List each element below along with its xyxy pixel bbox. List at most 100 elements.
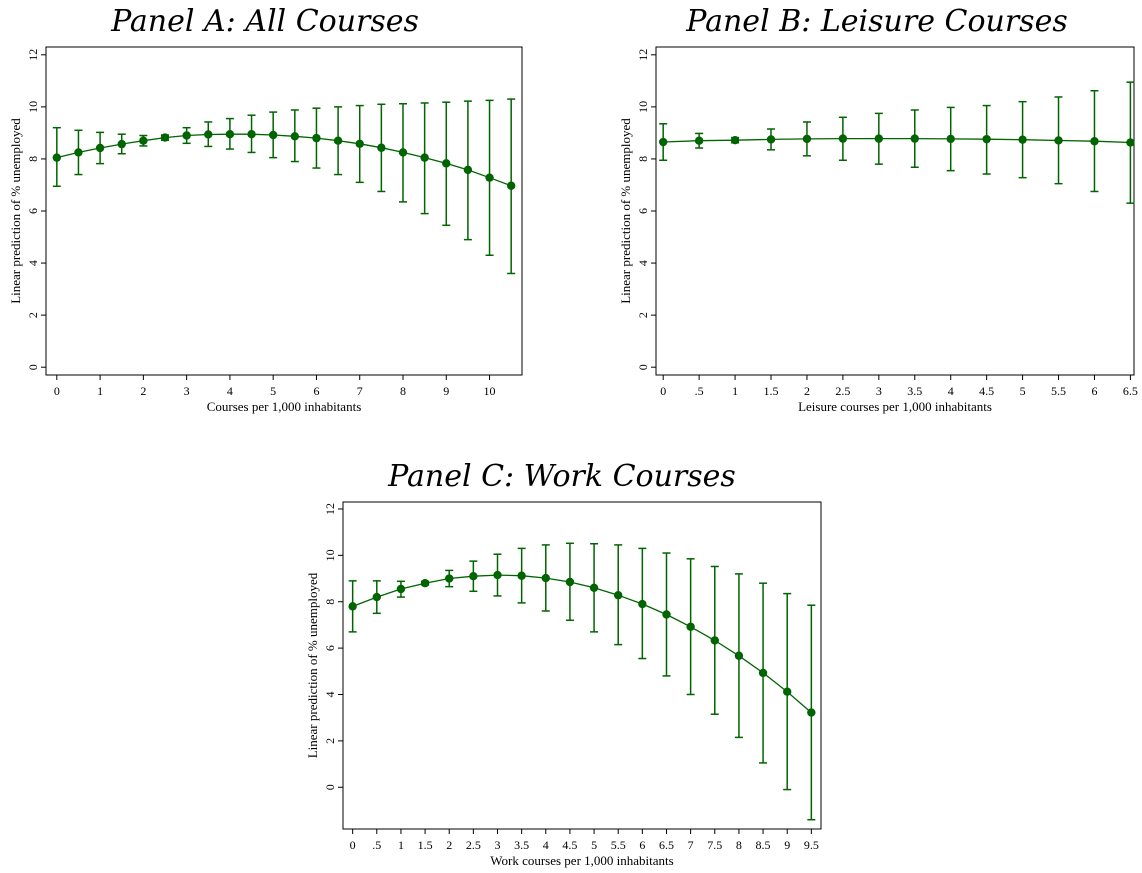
panel-b-prediction-point: [1054, 136, 1063, 145]
panel-a-prediction-point: [312, 133, 321, 143]
panel-c-prediction-point: [807, 708, 816, 717]
panel-a-prediction-point: [182, 131, 191, 140]
panel-a-prediction-point: [485, 173, 494, 182]
panel-c-x-tick-label: 6.5: [659, 838, 674, 852]
panel-c-x-tick-label: 9.5: [804, 838, 819, 852]
panel-c-x-tick-label: 6: [639, 838, 645, 852]
panel-b-x-tick-label: 4.5: [979, 384, 994, 398]
panel-c-prediction-point: [445, 574, 454, 583]
panel-b-prediction-point: [802, 134, 812, 144]
panel-a-prediction-point: [139, 136, 148, 145]
panel-b-prediction-point: [658, 137, 668, 147]
panel-a-y-tick-label: 8: [26, 156, 40, 162]
panel-b-x-tick-label: 4: [948, 384, 954, 398]
panel-b-plot-frame: [655, 46, 1135, 376]
panel-b-prediction-point: [730, 135, 740, 145]
panel-a-y-tick-label: 6: [26, 208, 40, 214]
panel-b-y-tick-label: 0: [636, 364, 650, 370]
panel-a-prediction-point: [225, 130, 235, 139]
panel-b-prediction-point: [838, 134, 848, 143]
panel-c-prediction-point: [638, 599, 647, 609]
panel-a-title: Panel A: All Courses: [110, 4, 419, 39]
panel-a-y-tick-label: 12: [26, 49, 40, 61]
panel-a-x-tick-label: 8: [400, 384, 406, 398]
panel-c-prediction-point: [541, 573, 550, 583]
panel-c-prediction-point: [710, 636, 719, 645]
panel-a-y-tick-label: 4: [26, 260, 40, 266]
panel-a-x-tick-label: 7: [357, 384, 363, 398]
panel-a-x-tick-label: 0: [54, 384, 60, 398]
panel-b-x-tick-label: 3: [876, 384, 882, 398]
panel-a-prediction-point: [117, 139, 126, 149]
panel-b-prediction-point: [1090, 137, 1099, 146]
panel-c-y-tick-label: 10: [323, 549, 337, 561]
panel-c-prediction-point: [469, 572, 478, 581]
panel-c-y-tick-label: 6: [323, 645, 337, 651]
panel-a-x-tick-label: 1: [97, 384, 103, 398]
panel-a-plot-frame: [45, 46, 523, 376]
panel-c-prediction-point: [517, 571, 526, 580]
panel-b-prediction-point: [766, 135, 776, 144]
panel-c: Panel C: Work Courses 0 2 4 6 8 10 12 0 .5 1 1.5 2 2.…: [305, 459, 822, 868]
panel-b-y-tick-label: 12: [636, 49, 650, 61]
panel-c-x-tick-label: 4: [543, 838, 549, 852]
panel-b-y-axis-label: Linear prediction of % unemployed: [618, 118, 633, 304]
panel-b-x-tick-label: 6.5: [1123, 384, 1138, 398]
panel-b: Panel B: Leisure Courses 0 2 4 6 8 10 12 0 .5 1 1.5…: [618, 4, 1138, 414]
panel-b-prediction-point: [874, 134, 884, 143]
panel-b-prediction-point: [1018, 135, 1027, 144]
panel-c-prediction-line: [352, 574, 812, 714]
panel-c-prediction-point: [686, 622, 695, 631]
panel-c-y-tick-label: 12: [323, 503, 337, 515]
panel-a-prediction-point: [160, 133, 170, 142]
panel-a-x-tick-label: 2: [140, 384, 146, 398]
panel-c-prediction-point: [420, 578, 430, 588]
panel-c-x-tick-label: 5: [591, 838, 597, 852]
panel-b-x-tick-label: 5.5: [1051, 384, 1066, 398]
panel-c-prediction-point: [348, 602, 357, 611]
panel-a-prediction-point: [377, 143, 386, 152]
panel-a-x-tick-label: 4: [227, 384, 233, 398]
panel-a-x-tick-label: 10: [484, 384, 496, 398]
panel-c-y-tick-label: 8: [323, 599, 337, 605]
panel-a-y-tick-label: 0: [26, 364, 40, 370]
panel-b-x-tick-label: 5: [1020, 384, 1026, 398]
panel-c-x-tick-label: 5.5: [611, 838, 626, 852]
panel-c-x-tick-label: 2: [446, 838, 452, 852]
panel-c-prediction-point: [734, 651, 744, 660]
panel-a-prediction-point: [442, 159, 451, 168]
panel-a-prediction-point: [52, 153, 62, 162]
panel-c-prediction-point: [662, 610, 671, 619]
panel-c-y-tick-label: 2: [323, 738, 337, 744]
panel-c-y-tick-label: 4: [323, 691, 337, 697]
panel-a-prediction-point: [247, 130, 256, 139]
panel-a-prediction-point: [333, 136, 343, 145]
panel-c-x-tick-label: 2.5: [466, 838, 481, 852]
panel-b-x-tick-label: 2.5: [835, 384, 850, 398]
panel-b-x-tick-label: 1.5: [764, 384, 779, 398]
panel-c-x-tick-label: 7.5: [707, 838, 722, 852]
panel-b-prediction-line: [663, 137, 1131, 144]
panel-a-prediction-point: [398, 148, 408, 157]
panel-c-prediction-point: [614, 591, 623, 600]
panel-c-prediction-point: [565, 577, 575, 587]
panel-c-x-tick-label: 1: [398, 838, 404, 852]
panel-c-prediction-point: [758, 668, 768, 678]
panel-c-x-tick-label: 3.5: [514, 838, 529, 852]
panel-c-title: Panel C: Work Courses: [387, 459, 736, 494]
panel-b-y-tick-label: 2: [636, 312, 650, 318]
panel-a-prediction-point: [420, 153, 429, 162]
panel-c-x-tick-label: 3: [495, 838, 501, 852]
panel-c-x-tick-label: 0: [350, 838, 356, 852]
panel-b-x-tick-label: 3.5: [907, 384, 922, 398]
panel-b-prediction-point: [1126, 138, 1135, 147]
panel-c-x-axis-label: Work courses per 1,000 inhabitants: [490, 853, 673, 868]
panel-a-prediction-point: [290, 132, 300, 141]
panel-a-x-tick-label: 3: [184, 384, 190, 398]
panel-c-y-tick-label: 0: [323, 784, 337, 790]
panel-b-x-tick-label: .5: [695, 384, 704, 398]
panel-a-x-axis-label: Courses per 1,000 inhabitants: [207, 399, 362, 414]
panel-b-prediction-point: [694, 136, 704, 145]
panel-a-y-tick-label: 2: [26, 312, 40, 318]
